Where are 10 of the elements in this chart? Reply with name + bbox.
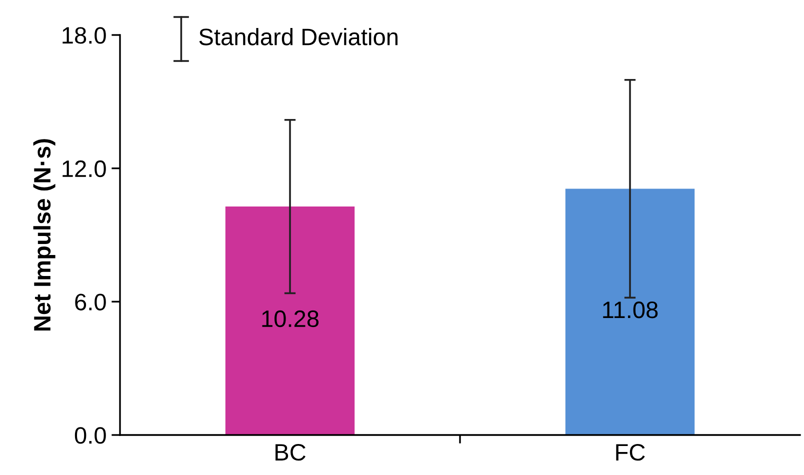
y-tick-label: 6.0	[75, 294, 106, 310]
x-tick-label: BC	[276, 444, 306, 461]
y-tick-label: 18.0	[62, 27, 106, 44]
y-tick-label: 0.0	[74, 427, 106, 444]
y-axis-title: Net Impulse (N·s)	[33, 139, 56, 330]
y-tick-label: 12.0	[62, 160, 106, 178]
x-tick-label: FC	[616, 444, 645, 461]
annotation: Standard Deviation	[199, 28, 398, 46]
data-label: 11.08	[603, 302, 658, 318]
data-label: 10.28	[262, 310, 319, 328]
